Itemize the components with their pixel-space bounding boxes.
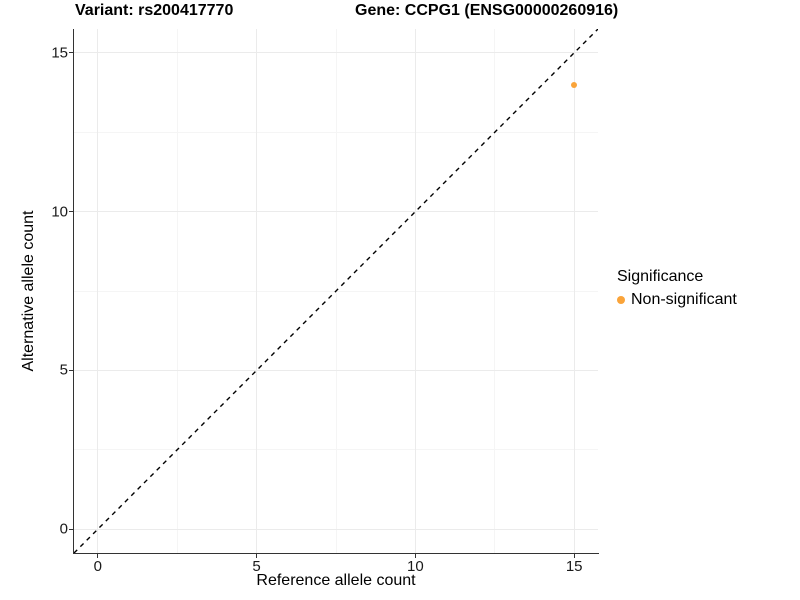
y-axis-tick bbox=[69, 211, 73, 213]
minor-gridline-y bbox=[74, 449, 598, 451]
y-tick-label: 5 bbox=[59, 361, 68, 379]
minor-gridline-y bbox=[74, 131, 598, 133]
y-tick-label: 0 bbox=[59, 520, 68, 538]
plot-title-variant: Variant: rs200417770 bbox=[75, 2, 234, 19]
x-tick-label: 0 bbox=[93, 558, 102, 575]
x-tick-label: 5 bbox=[252, 558, 261, 575]
x-tick-label: 10 bbox=[407, 558, 424, 575]
y-tick-label: 10 bbox=[51, 203, 68, 221]
major-gridline-x bbox=[414, 29, 416, 553]
legend-title: Significance bbox=[617, 268, 704, 285]
major-gridline-x bbox=[573, 29, 575, 553]
major-gridline-y bbox=[74, 52, 598, 54]
major-gridline-y bbox=[74, 369, 598, 371]
y-axis-tick bbox=[69, 52, 73, 54]
x-axis-tick bbox=[256, 554, 258, 558]
major-gridline-y bbox=[74, 528, 598, 530]
y-axis-line bbox=[73, 29, 74, 554]
legend-point-icon bbox=[617, 296, 625, 304]
y-axis-tick bbox=[69, 528, 73, 530]
x-axis-line bbox=[73, 553, 599, 554]
legend-items: Non-significant bbox=[617, 291, 737, 309]
x-axis-tick bbox=[573, 554, 575, 558]
y-tick-label: 15 bbox=[51, 44, 68, 62]
plot-panel bbox=[74, 29, 598, 553]
identity-dashed-line bbox=[74, 29, 598, 553]
y-axis-tick bbox=[69, 369, 73, 371]
x-axis-tick bbox=[97, 554, 99, 558]
major-gridline-y bbox=[74, 211, 598, 213]
major-gridline-x bbox=[97, 29, 99, 553]
x-axis-tick bbox=[414, 554, 416, 558]
legend: Significance Non-significant bbox=[617, 268, 737, 309]
data-point bbox=[571, 81, 578, 88]
major-gridline-x bbox=[256, 29, 258, 553]
legend-item-label: Non-significant bbox=[631, 291, 737, 308]
plot-title-gene: Gene: CCPG1 (ENSG00000260916) bbox=[355, 2, 619, 19]
x-axis-title: Reference allele count bbox=[256, 572, 416, 589]
x-tick-label: 15 bbox=[565, 558, 583, 575]
legend-item: Non-significant bbox=[617, 291, 737, 309]
y-axis-title: Alternative allele count bbox=[20, 210, 37, 372]
